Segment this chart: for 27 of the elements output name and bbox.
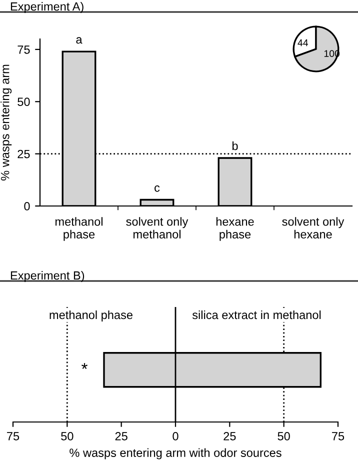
data-label: a: [76, 37, 82, 44]
x-tick-label: methanol phase: [56, 217, 102, 241]
y-axis-title: % wasps entering arm: [0, 64, 12, 180]
annotation: *: [82, 363, 88, 369]
x-tick-label: 50: [278, 432, 290, 440]
data-label: b: [232, 141, 238, 150]
x-tick-label: 25: [115, 432, 128, 440]
y-tick-label: 50: [18, 98, 30, 106]
x-tick-label: 25: [224, 432, 236, 440]
x-axis-title: % wasps entering arm with odor sources: [70, 448, 282, 460]
x-tick-label: solvent only hexane: [282, 217, 344, 238]
x-tick-label: hexane phase: [216, 217, 254, 241]
x-tick-label: 50: [61, 432, 74, 440]
x-tick-label: solvent only methanol: [126, 217, 188, 238]
y-tick-label: 0: [24, 202, 30, 210]
data-label: 44: [298, 39, 308, 46]
chart-title: Experiment A): [10, 2, 84, 14]
pie-slice: [294, 26, 340, 72]
annotation: silica extract in methanol: [192, 310, 321, 320]
data-label: c: [154, 185, 160, 192]
x-tick-label: 0: [172, 432, 178, 440]
y-tick-label: 25: [18, 150, 30, 158]
annotation: methanol phase: [50, 310, 132, 322]
x-tick-label: 75: [332, 432, 344, 440]
y-tick-label: 75: [18, 46, 30, 54]
x-tick-label: 75: [7, 432, 20, 440]
chart-title: Experiment B): [10, 271, 84, 282]
